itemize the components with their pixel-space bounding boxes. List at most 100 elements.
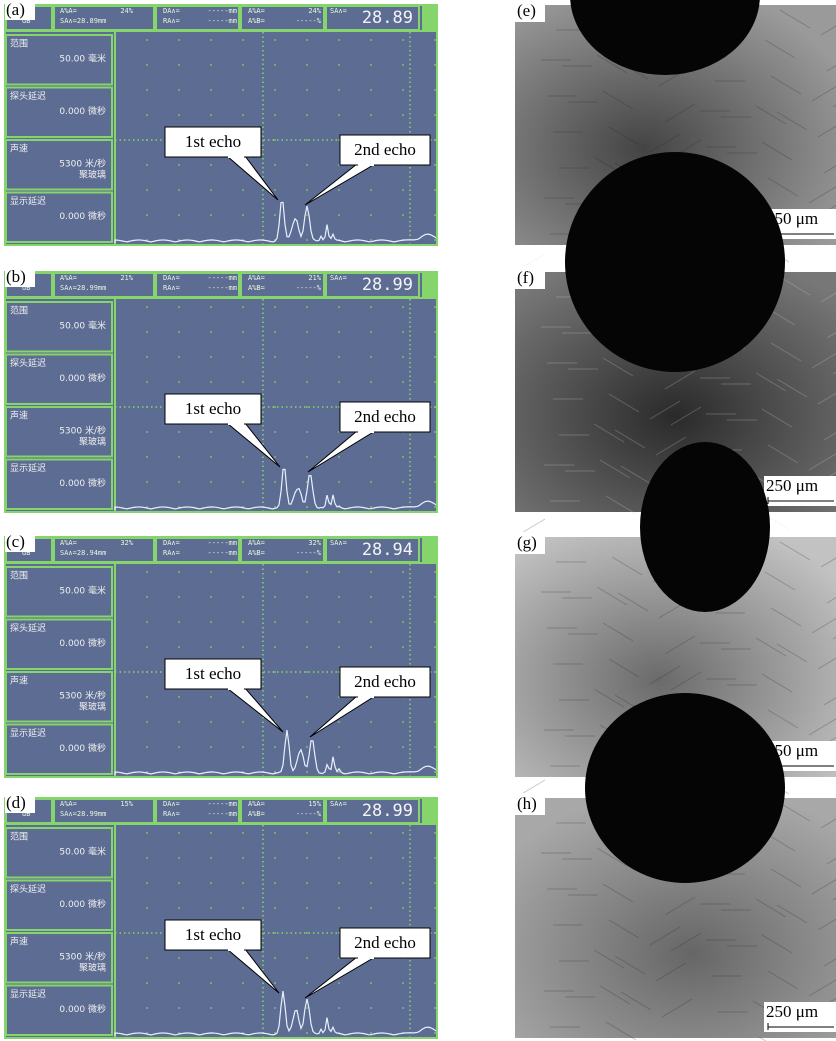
grid-dot: [210, 832, 212, 834]
grid-dot: [274, 571, 276, 573]
grid-dot: [434, 957, 436, 959]
grid-dot: [114, 431, 116, 433]
grid-dot: [434, 907, 436, 909]
grid-dot: [434, 857, 436, 859]
grid-dot: [338, 189, 340, 191]
grid-dot: [434, 356, 436, 358]
header-field: A%A=: [248, 800, 265, 808]
grid-dot: [306, 381, 308, 383]
grid-dot: [338, 1007, 340, 1009]
grid-dot: [274, 907, 276, 909]
grid-dot: [210, 89, 212, 91]
header-field: 21%: [308, 274, 321, 282]
grid-dot: [210, 721, 212, 723]
header-field: -----%: [296, 284, 322, 292]
hole: [640, 442, 770, 612]
grid-dot: [114, 596, 116, 598]
grid-dot: [146, 646, 148, 648]
setting-value: 聚玻璃: [79, 169, 106, 181]
grid-dot: [434, 596, 436, 598]
figure: 1.0dBA%A=24%SA∧=28.89mmDA∧=-----mmRA∧=--…: [0, 0, 836, 1041]
screen-bg: [5, 272, 437, 512]
grid-dot: [434, 306, 436, 308]
grid-dot: [338, 356, 340, 358]
header-field: 32%: [308, 539, 321, 547]
header-field: SA∧=: [330, 7, 347, 15]
grid-dot: [370, 64, 372, 66]
grid-dot: [114, 164, 116, 166]
grid-dot: [306, 506, 308, 508]
header-field: A%A=: [248, 7, 265, 15]
grid-dot: [274, 139, 276, 141]
setting-name: 范围: [10, 831, 28, 843]
grid-dot: [434, 746, 436, 748]
grid-dot: [338, 646, 340, 648]
grid-dot: [306, 431, 308, 433]
grid-dot: [434, 621, 436, 623]
grid-dot: [434, 832, 436, 834]
annotation: 2nd echo: [354, 140, 416, 159]
grid-dot: [274, 39, 276, 41]
grid-dot: [178, 114, 180, 116]
grid-dot: [146, 64, 148, 66]
grid-dot: [178, 857, 180, 859]
grid-dot: [370, 882, 372, 884]
header-field: SA∧=28.99mm: [60, 810, 106, 818]
grid-dot: [402, 89, 404, 91]
grid-dot: [146, 907, 148, 909]
grid-dot: [338, 381, 340, 383]
grid-dot: [306, 306, 308, 308]
header-field: RA∧=: [163, 810, 180, 818]
header-field: A%B=: [248, 549, 265, 557]
grid-dot: [402, 721, 404, 723]
grid-dot: [306, 89, 308, 91]
grid-dot: [306, 406, 308, 408]
grid-dot: [306, 1007, 308, 1009]
grid-dot: [114, 89, 116, 91]
grid-dot: [306, 907, 308, 909]
grid-dot: [114, 481, 116, 483]
grid-dot: [210, 907, 212, 909]
grid-dot: [274, 189, 276, 191]
setting-value: 0.000 微秒: [59, 105, 106, 117]
grid-dot: [370, 857, 372, 859]
grid-dot: [434, 721, 436, 723]
grid-dot: [402, 214, 404, 216]
grid-dot: [210, 1007, 212, 1009]
grid-dot: [434, 1032, 436, 1034]
grid-dot: [338, 89, 340, 91]
grid-dot: [402, 857, 404, 859]
grid-dot: [370, 39, 372, 41]
header-field: -----mm: [207, 810, 237, 818]
grid-dot: [434, 571, 436, 573]
hole: [585, 693, 785, 883]
grid-dot: [402, 39, 404, 41]
grid-dot: [146, 306, 148, 308]
header-field: -----%: [296, 17, 322, 25]
grid-dot: [274, 381, 276, 383]
grid-dot: [338, 907, 340, 909]
setting-value: 0.000 微秒: [59, 742, 106, 754]
grid-dot: [370, 381, 372, 383]
grid-dot: [306, 746, 308, 748]
grid-dot: [402, 331, 404, 333]
grid-dot: [210, 381, 212, 383]
grid-dot: [210, 114, 212, 116]
grid-dot: [178, 571, 180, 573]
panel-label: (g): [517, 533, 537, 552]
grid-dot: [402, 621, 404, 623]
grid-dot: [146, 596, 148, 598]
grid-dot: [242, 621, 244, 623]
callout-cover: [358, 430, 374, 433]
setting-value: 聚玻璃: [79, 701, 106, 713]
grid-dot: [146, 89, 148, 91]
grid-dot: [306, 331, 308, 333]
grid-dot: [114, 331, 116, 333]
header-field: A%B=: [248, 17, 265, 25]
status-block: [422, 537, 437, 563]
grid-dot: [306, 1032, 308, 1034]
grid-dot: [338, 771, 340, 773]
grid-dot: [338, 39, 340, 41]
grid-dot: [306, 957, 308, 959]
grid-dot: [306, 571, 308, 573]
